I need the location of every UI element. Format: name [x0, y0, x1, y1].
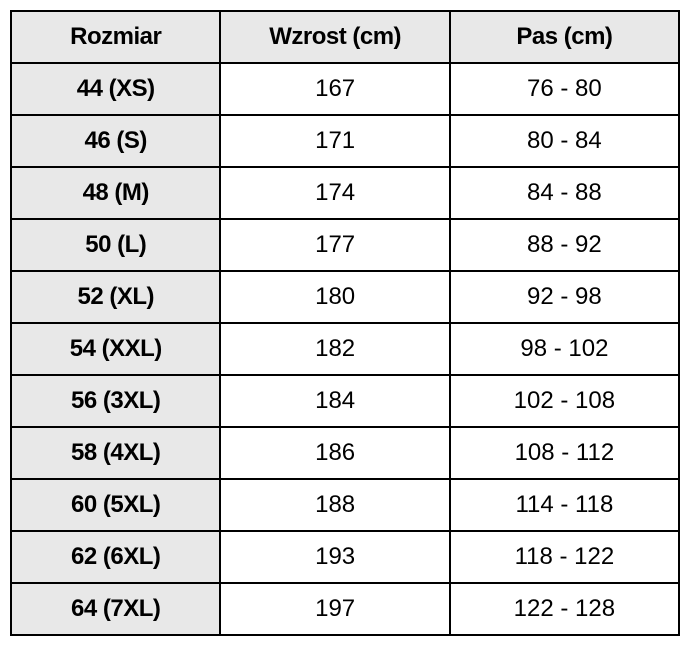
- cell-height: 167: [220, 63, 449, 115]
- table-row: 48 (M) 174 84 - 88: [11, 167, 679, 219]
- cell-size: 64 (7XL): [11, 583, 220, 635]
- cell-size: 50 (L): [11, 219, 220, 271]
- cell-height: 184: [220, 375, 449, 427]
- header-row: Rozmiar Wzrost (cm) Pas (cm): [11, 11, 679, 63]
- cell-waist: 118 - 122: [450, 531, 679, 583]
- header-height: Wzrost (cm): [220, 11, 449, 63]
- cell-waist: 108 - 112: [450, 427, 679, 479]
- cell-height: 180: [220, 271, 449, 323]
- cell-height: 188: [220, 479, 449, 531]
- cell-height: 186: [220, 427, 449, 479]
- cell-size: 58 (4XL): [11, 427, 220, 479]
- cell-waist: 76 - 80: [450, 63, 679, 115]
- header-waist: Pas (cm): [450, 11, 679, 63]
- cell-height: 171: [220, 115, 449, 167]
- cell-height: 174: [220, 167, 449, 219]
- table-body: 44 (XS) 167 76 - 80 46 (S) 171 80 - 84 4…: [11, 63, 679, 635]
- cell-waist: 80 - 84: [450, 115, 679, 167]
- cell-size: 44 (XS): [11, 63, 220, 115]
- cell-size: 62 (6XL): [11, 531, 220, 583]
- cell-waist: 114 - 118: [450, 479, 679, 531]
- size-chart-table: Rozmiar Wzrost (cm) Pas (cm) 44 (XS) 167…: [10, 10, 680, 636]
- table-row: 52 (XL) 180 92 - 98: [11, 271, 679, 323]
- header-size: Rozmiar: [11, 11, 220, 63]
- cell-size: 56 (3XL): [11, 375, 220, 427]
- table-row: 62 (6XL) 193 118 - 122: [11, 531, 679, 583]
- cell-waist: 92 - 98: [450, 271, 679, 323]
- cell-waist: 102 - 108: [450, 375, 679, 427]
- cell-height: 197: [220, 583, 449, 635]
- cell-height: 182: [220, 323, 449, 375]
- cell-size: 60 (5XL): [11, 479, 220, 531]
- cell-waist: 84 - 88: [450, 167, 679, 219]
- cell-waist: 122 - 128: [450, 583, 679, 635]
- cell-size: 52 (XL): [11, 271, 220, 323]
- cell-waist: 88 - 92: [450, 219, 679, 271]
- table-row: 60 (5XL) 188 114 - 118: [11, 479, 679, 531]
- table-header: Rozmiar Wzrost (cm) Pas (cm): [11, 11, 679, 63]
- table-row: 50 (L) 177 88 - 92: [11, 219, 679, 271]
- cell-size: 54 (XXL): [11, 323, 220, 375]
- cell-height: 177: [220, 219, 449, 271]
- table-row: 56 (3XL) 184 102 - 108: [11, 375, 679, 427]
- cell-size: 48 (M): [11, 167, 220, 219]
- table-row: 54 (XXL) 182 98 - 102: [11, 323, 679, 375]
- table-row: 46 (S) 171 80 - 84: [11, 115, 679, 167]
- cell-size: 46 (S): [11, 115, 220, 167]
- table-row: 44 (XS) 167 76 - 80: [11, 63, 679, 115]
- table-row: 64 (7XL) 197 122 - 128: [11, 583, 679, 635]
- cell-waist: 98 - 102: [450, 323, 679, 375]
- cell-height: 193: [220, 531, 449, 583]
- table-row: 58 (4XL) 186 108 - 112: [11, 427, 679, 479]
